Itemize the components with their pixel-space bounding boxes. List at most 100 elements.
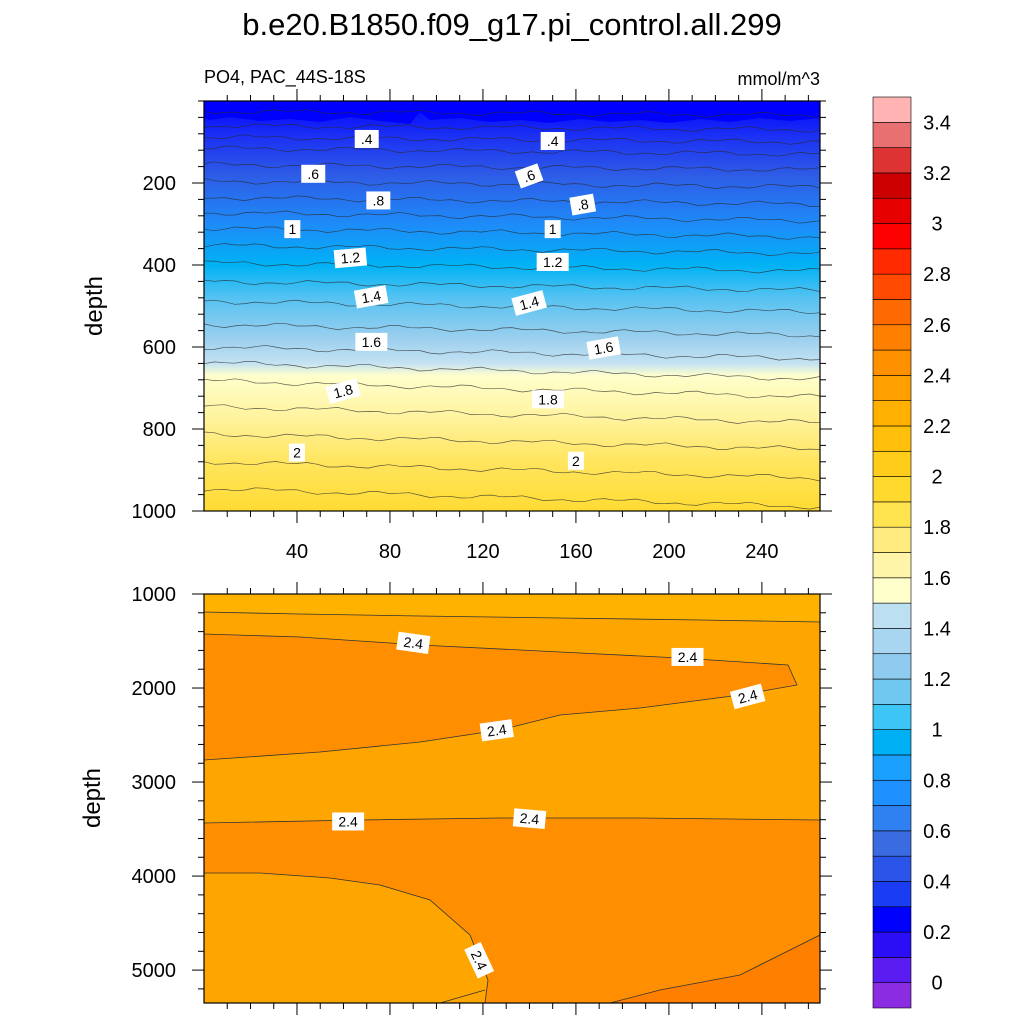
y-tick-label: 800 — [143, 419, 176, 441]
contour-label-box — [729, 683, 766, 710]
y-tick-label: 200 — [143, 173, 176, 195]
y-tick-label: 1000 — [132, 584, 177, 606]
lower-contour-labels: 2.4 2.4 2.4 2.4 2.4 2.4 2.4 — [332, 631, 766, 979]
contour-line — [204, 361, 820, 381]
contour-line — [204, 226, 820, 240]
y-tick-label: 400 — [143, 255, 176, 277]
colorbar-tick-label: 1.2 — [923, 669, 951, 691]
colorbar-tick-label: 3.4 — [923, 112, 951, 134]
colorbar-swatch — [872, 830, 912, 857]
contour-label: 2.4 — [512, 808, 547, 830]
contour-label: 1 — [284, 220, 301, 239]
contour-label-text: 1.8 — [538, 391, 558, 407]
colorbar-swatch — [872, 375, 912, 401]
lower-panel: 2.4 2.4 2.4 2.4 2.4 2.4 2.4 1000 2000 3000 4000 50… — [79, 582, 832, 1015]
upper-y-label: depth — [81, 276, 108, 336]
colorbar-swatch — [872, 982, 912, 1009]
lower-region-bottom-right — [610, 935, 820, 1003]
contour-label-box — [567, 451, 584, 470]
y-tick-label: 600 — [143, 337, 176, 359]
contour-label: 1.4 — [353, 285, 389, 309]
colorbar-swatch — [872, 754, 912, 781]
contour-label: 1.8 — [325, 378, 361, 404]
colorbar-tick-label: 0.2 — [923, 922, 951, 944]
colorbar-swatch — [872, 223, 912, 250]
colorbar-swatch — [872, 729, 912, 756]
contour-line — [204, 461, 820, 482]
colorbar-swatch — [872, 906, 912, 933]
colorbar-swatch — [872, 501, 912, 528]
contour-label-box — [284, 220, 301, 239]
lower-y-label: depth — [79, 768, 106, 828]
colorbar-swatch — [872, 653, 912, 680]
contour-label-box — [536, 252, 569, 271]
colorbar-swatch — [872, 147, 912, 174]
contour-label-text: 1.2 — [543, 254, 563, 270]
x-tick-label: 80 — [379, 541, 401, 563]
colorbar-swatch — [872, 957, 912, 983]
colorbar-swatch — [872, 273, 912, 300]
contour-label-text: 2.4 — [338, 813, 358, 829]
contour-label-text: 1 — [288, 221, 296, 237]
contour-label: 2.4 — [464, 941, 495, 979]
contour-label-box — [544, 220, 561, 239]
colorbar-tick-label: 2.4 — [923, 365, 951, 387]
contour-label: 1.8 — [532, 390, 565, 409]
y-tick-label: 4000 — [132, 866, 177, 888]
contour-label: 1.4 — [511, 290, 547, 316]
upper-subtitle-right: mmol/m^3 — [738, 69, 820, 89]
colorbar-tick-label: 1.4 — [923, 618, 951, 640]
colorbar-swatch — [872, 678, 912, 705]
contour-label-box — [325, 378, 361, 404]
colorbar-swatch — [872, 526, 912, 553]
contour-label: 1.2 — [333, 247, 368, 269]
contour-line — [204, 487, 820, 510]
upper-contour-labels: .4 .4 .6 .6 .8 .8 1 1 1.2 1.2 1.4 1.4 1.6 1.6 1.8 1.8 2 2 — [284, 129, 621, 470]
upper-y-axis: 200 400 600 800 1000 — [132, 100, 832, 523]
x-tick-label: 200 — [652, 541, 685, 563]
contour-line — [204, 134, 820, 145]
y-tick-label: 5000 — [132, 960, 177, 982]
colorbar-tick-label: 1 — [931, 720, 942, 742]
contour-line — [204, 344, 820, 361]
contour-label-text: 2.4 — [678, 649, 698, 665]
contour-label-text: .6 — [521, 166, 538, 185]
colorbar-swatch — [872, 324, 912, 351]
colorbar-swatch — [872, 577, 912, 604]
contour-label: .6 — [301, 164, 326, 183]
contour-label-text: 2.4 — [486, 721, 508, 740]
contour-line — [204, 279, 820, 293]
colorbar-tick-label: 2.8 — [923, 264, 951, 286]
contour-label: .8 — [366, 191, 391, 210]
colorbar-swatch — [872, 476, 912, 503]
colorbar-tick-label: 0.4 — [923, 871, 951, 893]
contour-label-box — [464, 941, 495, 979]
colorbar-swatch — [872, 602, 912, 629]
contour-label-text: 2.4 — [403, 634, 425, 653]
contour-label-text: 2.4 — [519, 810, 540, 828]
colorbar-tick-label: 1.8 — [923, 517, 951, 539]
contour-label-text: 1.4 — [360, 287, 382, 306]
contour-label-box — [569, 193, 597, 216]
contour-label-box — [353, 285, 389, 309]
y-tick-label: 3000 — [132, 772, 177, 794]
contour-label-box — [671, 647, 704, 666]
contour-label-text: 1.8 — [332, 381, 355, 402]
lower-region-deep-lower — [204, 818, 820, 1003]
contour-label: 2.4 — [671, 647, 704, 666]
contour-label: .8 — [569, 193, 597, 216]
contour-label: 2.4 — [396, 631, 431, 654]
contour-label-box — [366, 191, 391, 210]
colorbar-swatch — [872, 197, 912, 224]
contour-line — [204, 195, 820, 207]
contour-label-text: .8 — [576, 196, 590, 214]
upper-contour-lines — [204, 109, 820, 510]
colorbar-tick-label: 3.2 — [923, 163, 951, 185]
colorbar-swatch — [872, 349, 912, 376]
upper-frame — [203, 100, 821, 512]
contour-line — [204, 123, 820, 133]
contour-label-text: 1.2 — [340, 249, 361, 267]
contour-label: 2 — [567, 451, 584, 470]
colorbar-swatch — [872, 881, 912, 908]
